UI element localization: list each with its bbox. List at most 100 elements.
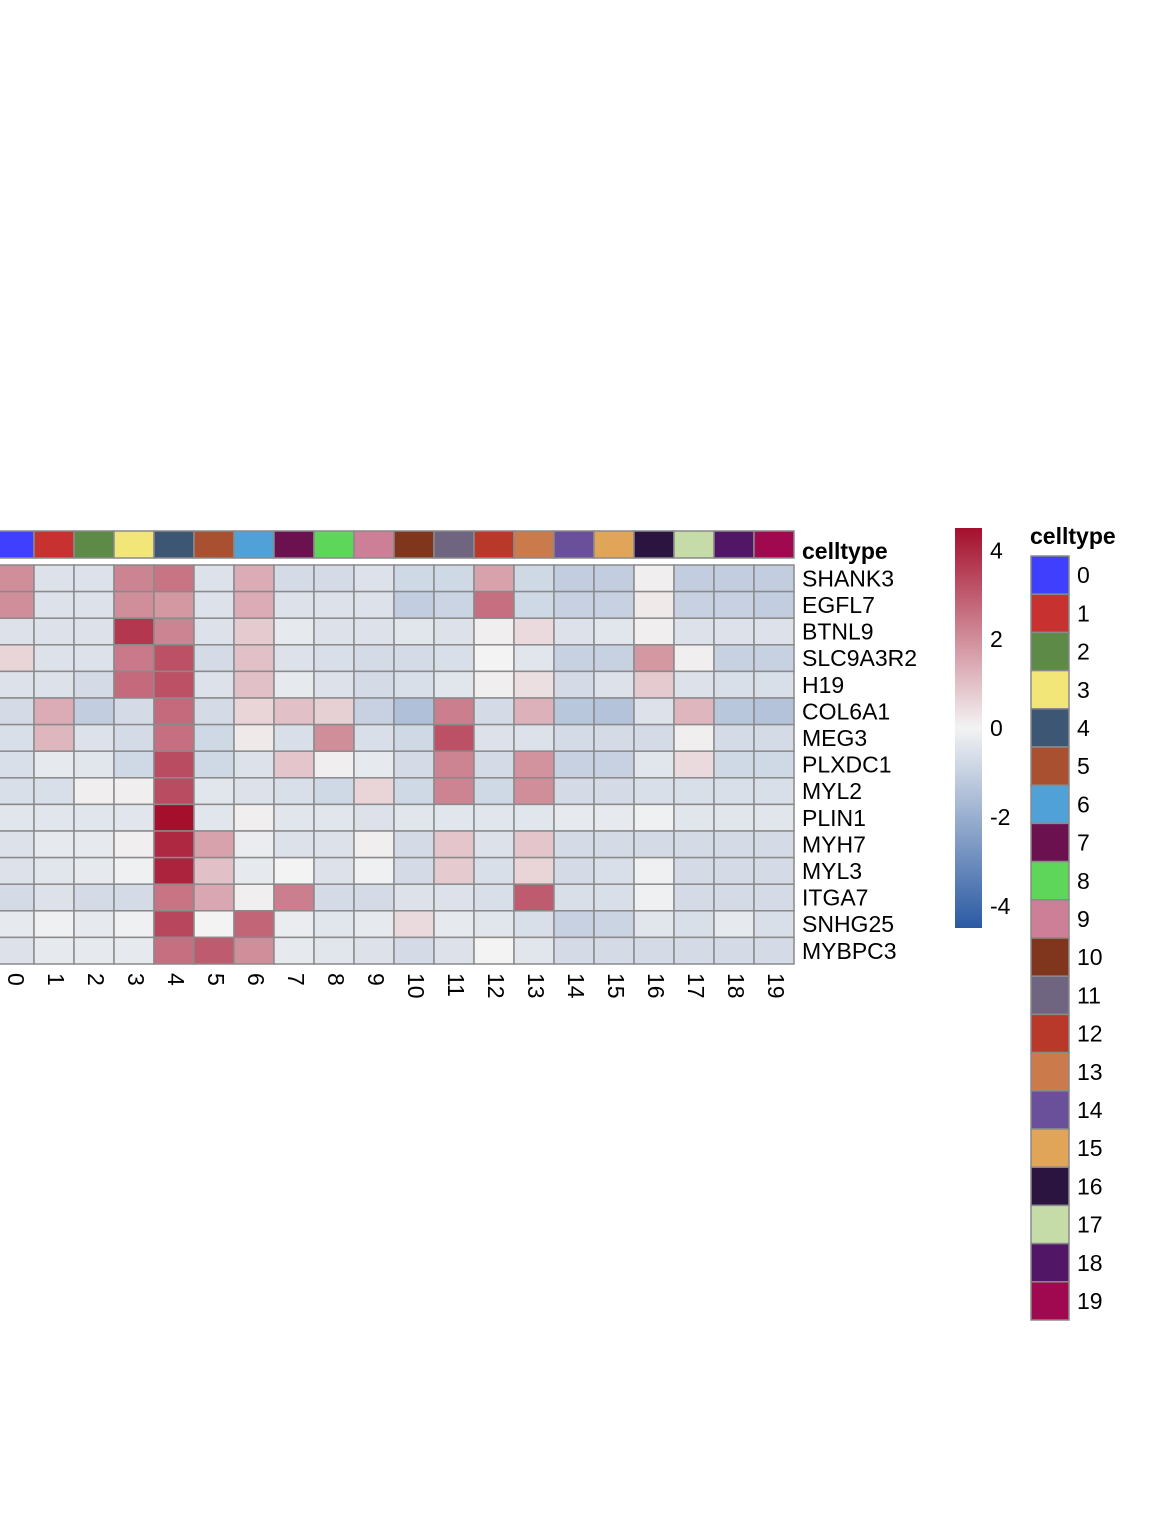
heatmap-cell [33, 697, 75, 726]
heatmap-cell [353, 697, 395, 726]
heatmap-cell [393, 910, 435, 939]
row-label: COL6A1 [802, 698, 890, 724]
legend-label: 12 [1077, 1021, 1103, 1047]
heatmap-cell [0, 750, 35, 779]
heatmap-cell [433, 617, 475, 646]
heatmap-cell [33, 617, 75, 646]
heatmap-cell [153, 644, 195, 673]
heatmap-cell [633, 777, 675, 806]
heatmap-cell [593, 617, 635, 646]
heatmap-cell [233, 777, 275, 806]
heatmap-cell [753, 883, 795, 912]
heatmap-cell [233, 590, 275, 619]
heatmap-cell [353, 803, 395, 832]
legend-swatch [1030, 784, 1070, 825]
heatmap-cell [33, 670, 75, 699]
heatmap-cell [673, 670, 715, 699]
heatmap-cell [553, 644, 595, 673]
heatmap-cell [113, 590, 155, 619]
annotation-cell [33, 530, 75, 559]
heatmap-cell [673, 910, 715, 939]
annotation-cell [73, 530, 115, 559]
heatmap-cell [753, 644, 795, 673]
column-label: 6 [243, 973, 269, 986]
row-label: MYL3 [802, 858, 862, 884]
heatmap-cell [393, 723, 435, 752]
heatmap-cell [313, 777, 355, 806]
heatmap-cell [33, 830, 75, 859]
heatmap-cell [113, 697, 155, 726]
heatmap-cell [553, 617, 595, 646]
heatmap-cell [313, 803, 355, 832]
heatmap-cell [513, 644, 555, 673]
heatmap-cell [513, 936, 555, 965]
heatmap-cell [633, 590, 675, 619]
annotation-cell [153, 530, 195, 559]
annotation-cell [673, 530, 715, 559]
row-label: MEG3 [802, 725, 867, 751]
legend-swatch [1030, 1128, 1070, 1168]
column-label: 15 [603, 973, 629, 999]
heatmap-cell [273, 856, 315, 885]
heatmap-cell [433, 883, 475, 912]
heatmap-cell [233, 910, 275, 939]
heatmap-cell [753, 750, 795, 779]
heatmap-cell [33, 777, 75, 806]
heatmap-cell [753, 564, 795, 593]
heatmap-cell [273, 564, 315, 593]
heatmap-cell [473, 644, 515, 673]
heatmap-cell [713, 644, 755, 673]
heatmap-cell [233, 723, 275, 752]
heatmap-cell [33, 883, 75, 912]
heatmap-cell [273, 750, 315, 779]
legend-swatch [1030, 860, 1070, 901]
heatmap-cell [513, 883, 555, 912]
heatmap-cell [33, 803, 75, 832]
heatmap-cell [513, 670, 555, 699]
heatmap-cell [313, 644, 355, 673]
heatmap-cell [753, 856, 795, 885]
heatmap-cell [553, 910, 595, 939]
heatmap-cell [313, 697, 355, 726]
heatmap-cell [513, 750, 555, 779]
legend-label: 2 [1077, 639, 1090, 665]
column-label: 7 [283, 973, 309, 986]
legend-label: 0 [1077, 562, 1090, 588]
heatmap-cell [593, 697, 635, 726]
heatmap-cell [473, 883, 515, 912]
heatmap-cell [233, 830, 275, 859]
heatmap-cell [433, 723, 475, 752]
heatmap-cell [153, 856, 195, 885]
heatmap-cell [273, 910, 315, 939]
column-label: 16 [643, 973, 669, 999]
heatmap-cell [673, 750, 715, 779]
heatmap-cell [233, 670, 275, 699]
legend-swatch [1030, 1051, 1070, 1092]
heatmap-cell [0, 830, 35, 859]
heatmap-cell [593, 564, 635, 593]
heatmap-cell [433, 564, 475, 593]
column-label: 12 [483, 973, 509, 999]
annotation-cell [313, 530, 355, 559]
annotation-cell [713, 530, 755, 559]
heatmap-cell [233, 803, 275, 832]
heatmap-cell [553, 670, 595, 699]
heatmap-cell [33, 910, 75, 939]
heatmap-cell [273, 883, 315, 912]
row-label: MYH7 [802, 831, 866, 857]
legend-swatch [1030, 746, 1070, 786]
annotation-cell [473, 530, 515, 559]
heatmap-cell [393, 564, 435, 593]
heatmap-cell [473, 803, 515, 832]
heatmap-cell [473, 856, 515, 885]
heatmap-cell [193, 590, 235, 619]
heatmap-cell [353, 723, 395, 752]
column-label: 14 [563, 973, 589, 999]
heatmap-cell [313, 750, 355, 779]
legend-label: 18 [1077, 1250, 1103, 1276]
column-label: 19 [763, 973, 789, 999]
column-label: 13 [523, 973, 549, 999]
heatmap-cell [593, 856, 635, 885]
row-label: H19 [802, 672, 844, 698]
